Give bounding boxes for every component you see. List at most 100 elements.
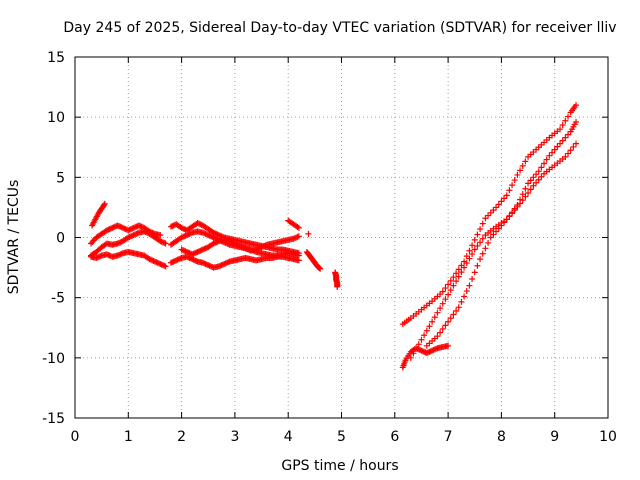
data-point <box>231 240 238 247</box>
data-point <box>455 304 462 311</box>
data-point <box>182 232 189 239</box>
data-point <box>107 225 114 232</box>
data-point <box>427 348 434 355</box>
data-point <box>415 346 422 353</box>
data-series <box>167 253 302 271</box>
data-point <box>190 250 197 257</box>
data-point <box>95 253 102 260</box>
data-point <box>501 219 508 226</box>
data-point <box>210 240 217 247</box>
data-point <box>213 239 220 246</box>
data-point <box>117 239 124 246</box>
data-point <box>506 187 513 194</box>
data-point <box>173 257 180 264</box>
data-point <box>469 242 476 249</box>
data-point <box>530 182 537 189</box>
data-point <box>150 257 157 264</box>
data-point <box>194 220 201 227</box>
data-point <box>538 164 545 171</box>
data-point <box>482 215 489 222</box>
data-point <box>474 231 481 238</box>
data-point <box>114 222 121 229</box>
data-point <box>153 259 160 266</box>
data-point <box>421 348 428 355</box>
data-point <box>126 226 133 233</box>
data-point <box>429 347 436 354</box>
data-point <box>418 336 425 343</box>
data-point <box>105 251 112 258</box>
data-point <box>169 223 176 230</box>
data-point <box>135 222 142 229</box>
data-point <box>115 251 122 258</box>
data-point <box>205 232 212 239</box>
data-point <box>237 242 244 249</box>
data-point <box>201 230 208 237</box>
data-point <box>487 209 494 216</box>
data-point <box>146 256 153 263</box>
data-point <box>549 149 556 156</box>
data-point <box>527 186 534 193</box>
data-point <box>175 256 182 263</box>
data-point <box>187 230 194 237</box>
data-point <box>235 242 242 249</box>
data-point <box>253 246 260 253</box>
data-point <box>207 263 214 270</box>
data-point <box>158 261 165 268</box>
data-point <box>450 311 457 318</box>
y-tick-label: 5 <box>56 170 65 186</box>
data-point <box>509 210 516 217</box>
data-point <box>118 250 125 257</box>
data-point <box>106 252 113 259</box>
data-point <box>161 239 168 246</box>
data-point <box>453 307 460 314</box>
data-point <box>543 156 550 163</box>
data-point <box>294 233 301 240</box>
data-point <box>546 152 553 159</box>
data-point <box>315 264 322 271</box>
data-point <box>437 329 444 336</box>
data-point <box>498 222 505 229</box>
data-point <box>485 239 492 246</box>
data-point <box>455 266 462 273</box>
x-tick-label: 6 <box>390 429 399 445</box>
data-point <box>471 269 478 276</box>
x-tick-label: 1 <box>124 429 133 445</box>
data-point <box>417 347 424 354</box>
data-point <box>185 249 192 256</box>
data-point <box>419 348 426 355</box>
data-point <box>125 227 132 234</box>
data-point <box>199 259 206 266</box>
data-point <box>407 354 414 361</box>
data-point <box>567 147 574 154</box>
data-point <box>445 342 452 349</box>
data-point <box>490 207 497 214</box>
data-point <box>535 168 542 175</box>
data-point <box>295 224 302 231</box>
data-point <box>103 227 110 234</box>
data-point <box>157 232 164 239</box>
data-point <box>439 325 446 332</box>
data-point <box>413 345 420 352</box>
data-point <box>103 251 110 258</box>
data-point <box>447 277 454 284</box>
data-point <box>262 242 269 249</box>
data-point <box>557 140 564 147</box>
data-point <box>482 245 489 252</box>
data-point <box>527 177 534 184</box>
data-point <box>201 260 208 267</box>
data-series <box>87 222 164 247</box>
data-point <box>114 240 121 247</box>
data-point <box>202 230 209 237</box>
data-point <box>442 296 449 303</box>
data-point <box>447 287 454 294</box>
data-point <box>211 239 218 246</box>
data-point <box>453 278 460 285</box>
data-point <box>514 203 521 210</box>
data-point <box>151 258 158 265</box>
data-point <box>210 234 217 241</box>
y-tick-label: -10 <box>42 351 65 367</box>
data-point <box>179 233 186 240</box>
data-point <box>573 102 580 109</box>
data-point <box>195 248 202 255</box>
data-point <box>217 262 224 269</box>
